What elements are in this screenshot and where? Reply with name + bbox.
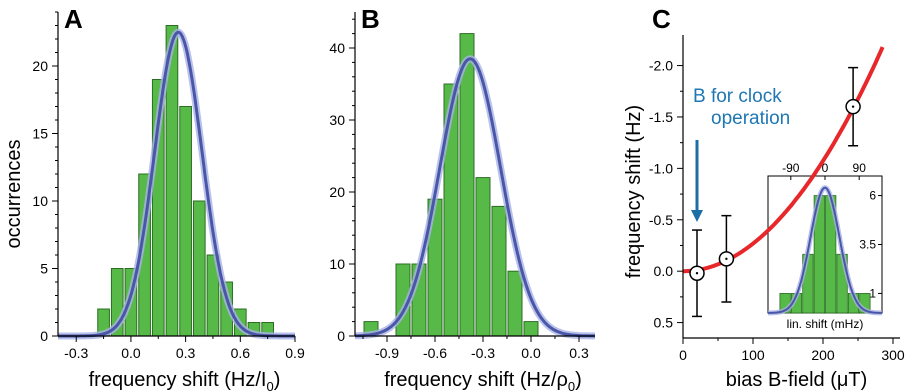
inset-frame [767,175,883,314]
histogram-bar [459,33,475,337]
y-axis-label: occurrences [3,140,25,249]
x-axis-label-end: ) [274,369,281,391]
inset-y-tick-label: 1 [869,286,876,300]
x-tick-label: 0.3 [176,345,196,361]
inset-x-tick-label: 90 [853,161,867,175]
x-axis-label-subscript: 0 [568,379,575,391]
histogram-bar [192,200,206,337]
x-tick-label: 0.3 [569,345,589,361]
x-tick-label: 0.0 [121,345,141,361]
y-tick-label: -1.0 [649,160,673,176]
y-tick-label: -0.5 [649,212,673,228]
annotation-text-line1: B for clock [693,86,782,107]
y-tick-label: 30 [329,112,345,128]
y-tick-label: 20 [32,58,48,74]
histogram-bar [491,205,507,337]
gaussian-fit-glow [352,55,598,340]
x-tick-label: 0.9 [285,345,305,361]
x-tick-label: -0.9 [375,345,399,361]
histogram-bar [179,106,192,337]
inset-histogram: -90 0 90 1 3.5 6 lin. shift (mHz) [767,161,883,331]
x-tick-label: 0.0 [521,345,541,361]
annotation-text-line2: operation [711,108,790,129]
x-axis-label-main: frequency shift (Hz/I [89,369,267,391]
inset-y-tick-label: 6 [869,189,876,203]
y-tick-label: 20 [329,184,345,200]
y-axis-label: frequency shift (Hz) [623,105,645,278]
annotation-arrow-head [691,210,703,222]
histogram-bar [523,321,539,337]
y-tick-label: 0.5 [654,315,674,331]
x-tick-label: 100 [741,347,765,363]
panel-C: -90 0 90 1 3.5 6 lin. shift (mHz) B for clockop… [623,4,905,391]
x-axis-label: frequency shift (Hz/I0) [89,369,281,391]
x-tick-label: -0.3 [64,345,88,361]
y-tick-label: 40 [329,40,345,56]
quadratic-fit-curve [683,46,885,274]
panel-label: C [652,4,671,34]
inset-x-label: lin. shift (mHz) [787,317,864,331]
y-tick-label: 5 [40,261,48,277]
inset-fit-curve [768,186,882,314]
y-tick-label: -2.0 [649,58,673,74]
inset-y-tick-label: 3.5 [859,238,876,252]
histogram-bar [475,177,491,337]
data-point-center [725,257,728,261]
panel-label: A [64,4,83,34]
y-tick-label: 10 [32,193,48,209]
x-tick-label: 200 [811,347,835,363]
x-tick-label: 0 [679,347,687,363]
gaussian-fit-curve [57,30,296,338]
panel-label: B [361,4,380,34]
data-point-center [851,105,855,108]
data-point-center [695,272,699,275]
x-tick-label: -0.3 [471,345,495,361]
y-tick-label: 0.0 [654,263,674,279]
histogram-bar [507,270,523,337]
inset-x-tick-label: 0 [822,161,829,175]
y-tick-label: 0 [337,328,345,344]
y-tick-label: 0 [40,328,48,344]
x-axis-label: bias B-field (μT) [726,369,868,391]
x-tick-label: -0.6 [423,345,447,361]
x-axis-label-subscript: 0 [266,379,273,391]
inset-x-tick-label: -90 [782,161,800,175]
x-tick-label: 300 [881,347,905,363]
gaussian-fit-curve [354,57,596,338]
y-tick-label: 15 [32,126,48,142]
x-axis-label-main: frequency shift (Hz/ρ [384,369,568,391]
x-axis-label: frequency shift (Hz/ρ0) [384,369,582,391]
y-tick-label: -1.5 [649,109,673,125]
x-tick-label: 0.6 [231,345,251,361]
x-axis-label-end: ) [575,369,582,391]
y-tick-label: 10 [329,256,345,272]
